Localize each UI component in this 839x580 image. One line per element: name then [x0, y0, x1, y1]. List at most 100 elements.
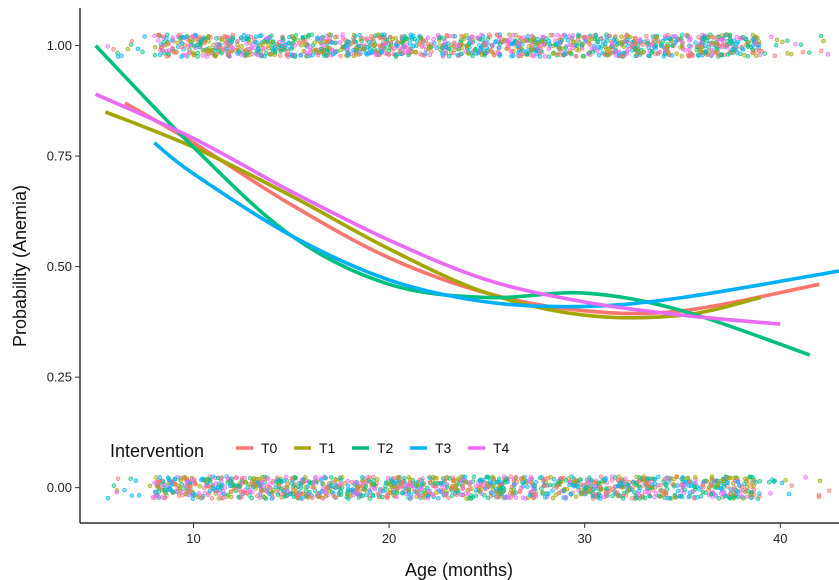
data-point — [637, 493, 643, 499]
data-point — [618, 53, 624, 59]
data-point — [771, 479, 777, 484]
data-point — [536, 46, 541, 51]
data-point — [630, 480, 636, 485]
data-point — [682, 47, 688, 53]
data-point — [492, 53, 497, 58]
data-point — [160, 479, 166, 484]
data-point — [482, 493, 487, 498]
data-point — [346, 53, 351, 58]
data-point — [719, 37, 725, 43]
data-point — [287, 34, 292, 40]
data-point — [196, 491, 201, 496]
data-point — [190, 491, 196, 496]
data-point — [754, 40, 759, 45]
data-point — [821, 38, 826, 44]
data-point — [442, 477, 447, 483]
data-point — [345, 483, 351, 489]
data-point — [708, 52, 714, 58]
data-point — [510, 32, 515, 38]
data-point — [663, 483, 669, 488]
data-point — [332, 495, 338, 500]
data-point — [289, 491, 294, 497]
data-point — [333, 40, 338, 46]
data-point — [269, 496, 275, 501]
data-point — [535, 36, 540, 42]
data-point — [636, 479, 641, 484]
data-point — [516, 53, 521, 58]
data-point — [434, 476, 439, 481]
data-point — [184, 34, 190, 39]
data-point — [423, 51, 428, 56]
y-axis-title: Probability (Anemia) — [10, 185, 30, 347]
data-point — [466, 40, 472, 46]
data-point — [487, 32, 492, 37]
legend-label-t3: T3 — [435, 440, 452, 456]
data-point — [219, 475, 225, 480]
data-point — [734, 34, 740, 40]
data-point — [656, 493, 661, 498]
data-point — [520, 495, 526, 500]
x-tick-label: 30 — [577, 531, 591, 546]
data-point — [250, 489, 255, 495]
data-point — [768, 491, 773, 496]
data-point — [322, 490, 327, 495]
data-point — [567, 42, 573, 48]
data-point — [646, 45, 652, 50]
data-point — [409, 495, 414, 500]
data-point — [458, 492, 464, 497]
data-point — [305, 484, 310, 490]
data-point — [310, 484, 316, 490]
data-point — [292, 43, 298, 48]
data-point — [750, 50, 755, 56]
data-point — [177, 485, 183, 491]
data-point — [585, 35, 590, 40]
data-point — [348, 493, 353, 499]
data-point — [490, 484, 496, 489]
data-point — [727, 32, 733, 38]
data-point — [452, 44, 458, 50]
data-point — [364, 52, 370, 57]
data-point — [625, 483, 631, 488]
series-line-t4 — [94, 92, 781, 326]
data-point — [189, 476, 195, 482]
data-point — [228, 494, 234, 500]
data-point — [466, 51, 471, 56]
data-point — [744, 494, 750, 500]
data-point — [715, 482, 721, 487]
data-point — [443, 492, 449, 497]
data-point — [210, 474, 216, 479]
data-point — [505, 46, 511, 51]
data-point — [555, 33, 561, 38]
data-point — [505, 41, 510, 47]
data-point — [394, 43, 400, 48]
data-point — [425, 493, 430, 499]
data-point — [160, 482, 166, 488]
data-point — [645, 40, 650, 46]
data-point — [686, 53, 691, 59]
data-point — [171, 490, 176, 495]
data-point — [152, 53, 158, 58]
data-point — [204, 54, 210, 59]
data-point — [563, 494, 569, 500]
data-point — [274, 479, 279, 485]
data-point — [539, 39, 544, 44]
data-point — [592, 484, 598, 489]
data-point — [636, 484, 641, 489]
data-point — [596, 52, 602, 58]
data-point — [156, 484, 161, 490]
data-point — [178, 478, 184, 483]
data-point — [186, 486, 192, 491]
data-point — [367, 489, 373, 494]
data-point — [633, 493, 639, 498]
data-point — [291, 483, 297, 488]
data-point — [323, 40, 329, 45]
data-point — [596, 481, 601, 486]
data-point — [375, 52, 380, 57]
data-point — [170, 35, 176, 41]
data-point — [606, 52, 611, 58]
data-point — [816, 494, 822, 500]
data-point — [497, 34, 503, 39]
data-point — [467, 487, 472, 492]
data-point — [625, 37, 630, 43]
